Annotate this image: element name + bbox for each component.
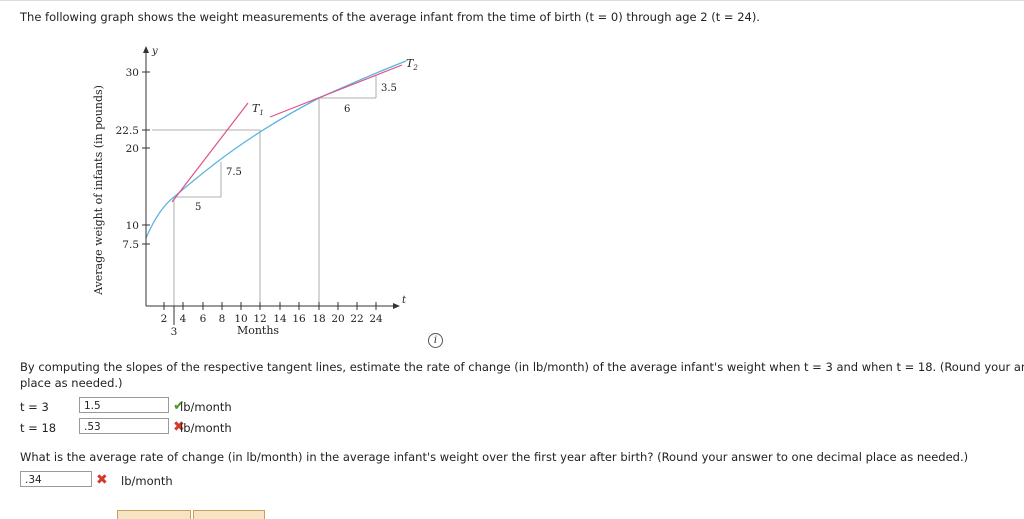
answer-row-average: .34 ✖ lb/month [20,471,220,491]
tangent-label-t2: T2 [406,57,418,72]
answer-input-average[interactable]: .34 [20,471,92,487]
question-text-rates-cont: place as needed.) [20,376,123,390]
tangent-t1-sub: 1 [259,109,263,117]
x-tick-label: 10 [234,313,247,325]
y-tick-label: 20 [126,143,139,155]
triangle1-rise-label: 7.5 [226,167,242,178]
answer-unit: lb/month [121,474,173,488]
x-tick-label: 2 [161,313,168,325]
question-text-average-rate: What is the average rate of change (in l… [20,450,969,464]
info-icon[interactable]: i [428,333,443,348]
x-tick-label: 12 [253,313,266,325]
answer-label: t = 3 [20,400,49,414]
question-text-rates: By computing the slopes of the respectiv… [20,360,1024,374]
tangent-t2-sub: 2 [412,64,418,72]
x-tick-label: 24 [369,313,383,325]
x-tick-label-3: 3 [171,326,178,338]
x-axis-arrow [393,303,400,309]
tangent-t2-letter: T [406,57,415,70]
y-axis-title: Average weight of infants (in pounds) [92,85,105,296]
question-text-graph: The following graph shows the weight mea… [20,10,760,24]
answer-input-t3[interactable]: 1.5 [79,397,169,413]
triangle2-rise-label: 3.5 [381,83,397,94]
y-tick-marks [142,71,150,245]
x-tick-label: 22 [350,313,363,325]
answer-unit: lb/month [180,421,232,435]
x-axis-title: Months [237,324,279,337]
answer-row-t3: t = 3 1.5 ✔ lb/month [20,397,280,417]
answer-input-t18[interactable]: .53 [79,418,169,434]
y-tick-label: 30 [126,67,139,79]
tangent-t1-letter: T [252,102,261,115]
y-tick-label: 10 [126,220,139,232]
triangle2-run-label: 6 [344,104,350,115]
guide-lines [152,76,377,306]
y-tick-label: 22.5 [116,125,139,137]
x-tick-marks [163,302,377,325]
x-tick-label: 14 [273,313,287,325]
answer-label: t = 18 [20,421,57,435]
tangent-line-t1 [171,102,249,203]
x-tick-label: 4 [180,313,187,325]
x-tick-label: 8 [219,313,226,325]
top-divider [0,0,1024,1]
y-tick-label: 7.5 [122,239,139,251]
y-var-label: y [151,46,158,57]
y-axis-arrow [143,46,149,53]
x-tick-label: 18 [312,313,325,325]
x-tick-label: 20 [331,313,344,325]
cross-icon: ✖ [96,472,108,488]
check-icon: ✔ [173,398,185,414]
practice-button-partial[interactable] [193,510,265,519]
tangent-label-t1: T1 [252,102,264,117]
answer-unit: lb/month [180,400,232,414]
x-tick-label: 16 [292,313,306,325]
axes [145,50,396,307]
answer-row-t18: t = 18 .53 ✖ lb/month [20,418,280,438]
triangle1-run-label: 5 [195,202,201,213]
tangent-line-t2 [269,64,403,118]
weight-curve [145,60,407,239]
x-tick-label: 6 [200,313,207,325]
cross-icon: ✖ [173,419,185,435]
infant-weight-graph: Average weight of infants (in pounds) y … [92,46,418,338]
x-var-label: t [402,295,407,306]
submit-button-partial[interactable] [117,510,191,519]
